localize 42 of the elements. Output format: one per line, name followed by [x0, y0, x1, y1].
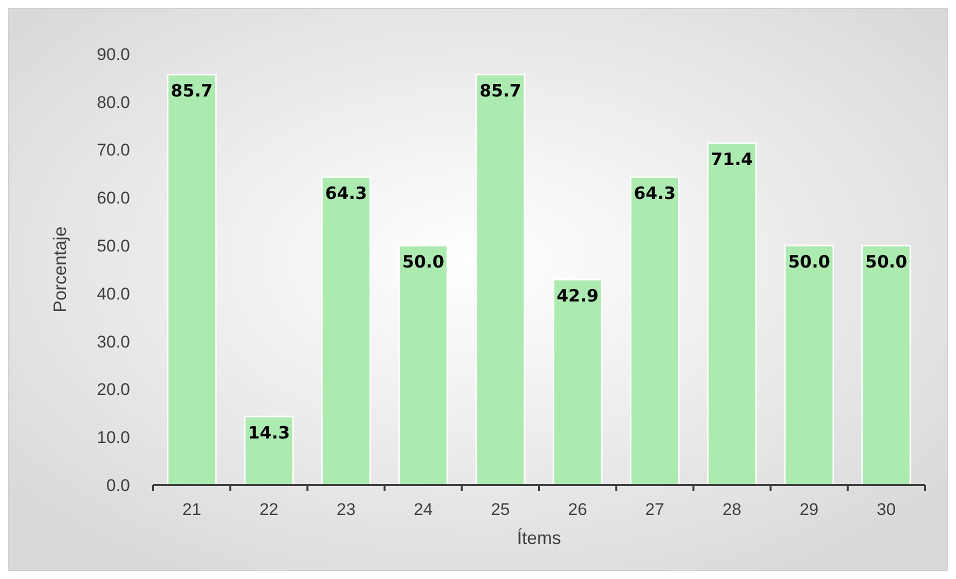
bar [476, 74, 526, 486]
x-tick-label: 30 [876, 500, 896, 519]
data-label: 50.0 [865, 252, 908, 273]
bar [552, 278, 602, 486]
data-label: 50.0 [402, 252, 444, 273]
bar [707, 142, 757, 486]
bar [784, 244, 834, 486]
x-tick-label: 23 [336, 500, 356, 519]
y-tick-label: 20.0 [96, 380, 130, 400]
bar [321, 176, 371, 486]
y-tick-label: 10.0 [96, 428, 130, 448]
y-tick-label: 40.0 [96, 284, 130, 304]
y-tick-label: 80.0 [96, 92, 130, 112]
x-tick-label: 27 [645, 500, 664, 519]
data-label: 64.3 [634, 184, 676, 204]
y-axis-title: Porcentaje [50, 226, 70, 313]
x-tick-label: 26 [568, 500, 588, 519]
x-tick-label: 29 [800, 500, 819, 519]
bar [166, 74, 217, 486]
y-tick-label: 50.0 [96, 236, 130, 256]
x-tick-label: 22 [259, 500, 278, 519]
data-label: 64.3 [325, 184, 368, 204]
x-tick-label: 24 [414, 500, 433, 519]
bar [244, 416, 294, 486]
data-label: 14.3 [248, 424, 290, 444]
y-tick-label: 60.0 [96, 188, 130, 208]
bar [630, 176, 680, 486]
y-tick-label: 70.0 [96, 140, 130, 160]
data-label: 71.4 [710, 150, 754, 170]
y-tick-label: 90.0 [96, 44, 130, 64]
data-label: 85.7 [170, 82, 213, 102]
x-axis-title: Ítems [516, 528, 562, 548]
bar [398, 244, 448, 486]
x-tick-label: 28 [722, 500, 742, 519]
data-label: 50.0 [788, 252, 830, 273]
x-tick-label: 25 [490, 500, 510, 519]
y-tick-label: 0.0 [106, 476, 130, 495]
y-tick-label: 30.0 [96, 332, 130, 352]
data-label: 85.7 [479, 82, 522, 102]
x-tick-label: 21 [182, 500, 202, 519]
data-label: 42.9 [556, 286, 599, 307]
bar [861, 244, 912, 486]
